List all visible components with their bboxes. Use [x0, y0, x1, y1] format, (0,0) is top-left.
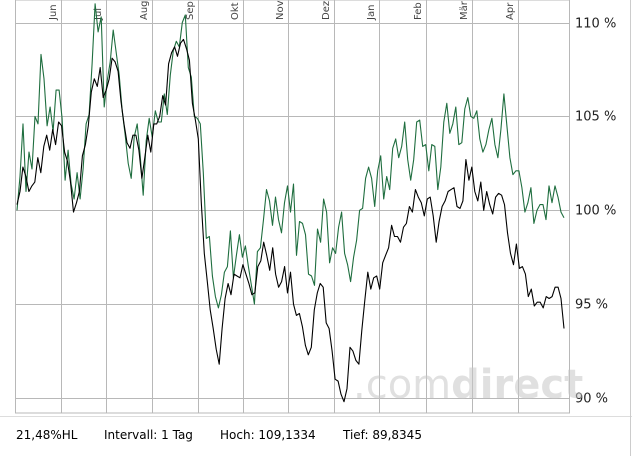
month-labels: Jun Jul Aug Sep Okt Nov Dez Jan Feb Mär Apr [48, 0, 516, 21]
month-label: Nov [275, 0, 286, 20]
plot-area [15, 0, 570, 414]
range-label: 21,48%HL [16, 428, 78, 442]
month-label: Jan [366, 5, 377, 21]
comdirect-watermark: .comdirect [353, 362, 583, 408]
y-tick-label: 110 % [575, 17, 616, 32]
month-label: Feb [413, 2, 424, 20]
high-label: Hoch: 109,1334 [220, 428, 316, 442]
series-line-green [16, 3, 565, 309]
y-tick-label: 105 % [575, 110, 616, 125]
y-tick-label: 95 % [575, 298, 608, 313]
month-label: Aug [139, 0, 150, 20]
month-label: Apr [505, 2, 516, 20]
y-tick-label: 90 % [575, 392, 608, 407]
month-label: Okt [230, 2, 241, 20]
series-line-black [16, 38, 565, 403]
low-label: Tief: 89,8345 [342, 428, 422, 442]
y-axis-tick-labels: 110 % 105 % 100 % 95 % 90 % [575, 17, 616, 407]
series-lines [16, 3, 565, 403]
month-label: Sep [185, 1, 196, 20]
month-label: Jul [93, 8, 104, 21]
interval-label: Intervall: 1 Tag [104, 428, 193, 442]
month-label: Mär [459, 0, 470, 20]
month-label: Dez [321, 1, 332, 20]
y-tick-label: 100 % [575, 204, 616, 219]
month-label: Jun [48, 4, 59, 21]
